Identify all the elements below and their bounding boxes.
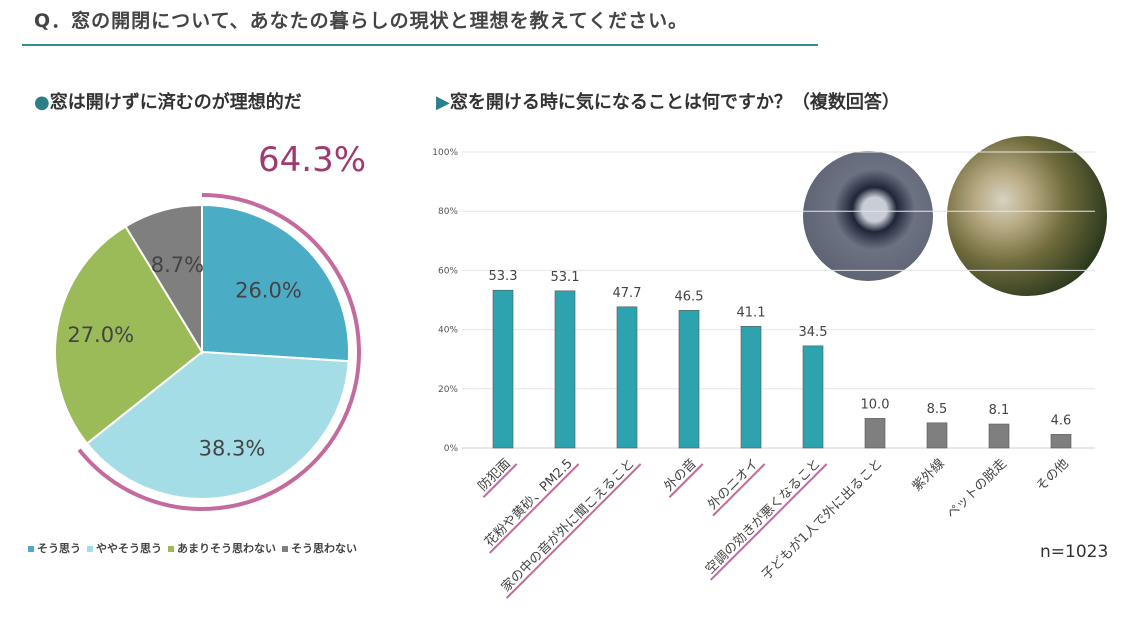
category-label: その他	[1034, 456, 1072, 494]
sample-size: n=1023	[1040, 542, 1109, 562]
category-label: 外のニオイ	[705, 456, 762, 513]
pie-label: 26.0%	[235, 279, 302, 303]
bar	[926, 422, 948, 449]
category-underline	[712, 463, 766, 517]
legend-swatch	[168, 546, 174, 552]
bar	[678, 310, 700, 449]
category-label: 紫外線	[909, 456, 948, 495]
category-underline	[505, 463, 642, 599]
pie-slice	[85, 350, 350, 500]
data-label: 53.1	[551, 270, 580, 285]
category-underline	[709, 463, 828, 581]
highlight-percent: 64.3%	[258, 140, 367, 180]
legend-label: そう思う	[37, 542, 81, 555]
category-label-group: 紫外線	[909, 456, 948, 495]
pie-label: 27.0%	[67, 323, 134, 347]
category-underline	[482, 463, 518, 498]
category-underline	[489, 463, 580, 554]
data-label: 8.5	[927, 402, 948, 417]
category-label-group: 防犯面	[475, 456, 518, 498]
category-label: 家の中の音が外に聞こえること	[498, 456, 638, 596]
category-label-group: 外の音	[661, 456, 704, 498]
category-label-group: その他	[1034, 456, 1072, 494]
bar-title: ▶窓を開ける時に気になることは何ですか？（複数回答）	[436, 88, 900, 114]
bar	[554, 290, 576, 449]
pie-legend: そう思う ややそう思う あまりそう思わない そう思わない	[28, 540, 357, 556]
y-tick-label: 0%	[444, 444, 459, 454]
category-label-group: 子どもが1人で外に出ること	[759, 456, 886, 583]
category-label-group: ペットの脱走	[944, 456, 1010, 522]
bar	[802, 345, 824, 449]
bar	[1050, 434, 1072, 449]
highlight-arc	[77, 193, 361, 511]
bar-title-text: 窓を開ける時に気になることは何ですか？（複数回答）	[449, 92, 900, 113]
category-label-group: 空調の効きが悪くなること	[703, 456, 828, 581]
legend-item: あまりそう思わない	[168, 540, 276, 556]
data-label: 8.1	[989, 403, 1010, 418]
legend-item: ややそう思う	[87, 540, 162, 556]
y-tick-label: 60%	[438, 266, 458, 276]
bar	[864, 418, 886, 449]
category-label: 空調の効きが悪くなること	[703, 456, 824, 577]
pollen-photo	[947, 136, 1107, 296]
data-label: 10.0	[861, 397, 890, 412]
pie-label: 38.3%	[199, 436, 266, 460]
legend-swatch	[87, 546, 93, 552]
legend-swatch	[28, 546, 34, 552]
bar	[740, 326, 762, 449]
legend-label: そう思わない	[291, 542, 357, 555]
title-divider	[22, 44, 818, 46]
y-tick-label: 20%	[438, 385, 458, 395]
category-label: 子どもが1人で外に出ること	[759, 456, 886, 583]
question-title: Q．窓の開閉について、あなたの暮らしの現状と理想を教えてください。	[34, 10, 689, 32]
data-label: 46.5	[675, 289, 704, 304]
y-tick-label: 40%	[438, 326, 458, 336]
pie-title: ●窓は開けずに済むのが理想的だ	[34, 88, 302, 114]
category-label-group: 外のニオイ	[705, 456, 766, 517]
y-tick-label: 100%	[432, 148, 458, 158]
y-tick-label: 80%	[438, 207, 458, 217]
triangle-bullet-icon: ▶	[436, 92, 450, 113]
legend-item: そう思わない	[282, 540, 357, 556]
window-intruder-photo	[803, 151, 933, 281]
legend-swatch	[282, 546, 288, 552]
legend-label: ややそう思う	[96, 542, 162, 555]
data-label: 47.7	[613, 286, 642, 301]
pie-title-text: 窓は開けずに済むのが理想的だ	[49, 92, 302, 113]
category-label: 外の音	[661, 456, 700, 495]
pie-slice	[124, 203, 203, 356]
legend-item: そう思う	[28, 540, 81, 556]
category-label: 防犯面	[475, 456, 514, 495]
legend-label: あまりそう思わない	[177, 542, 276, 555]
bar	[616, 306, 638, 449]
bar	[988, 423, 1010, 449]
data-label: 53.3	[489, 269, 518, 284]
circle-bullet-icon: ●	[34, 92, 50, 113]
pie-label: 8.7%	[151, 253, 204, 277]
pie-slice	[201, 203, 350, 363]
category-underline	[668, 463, 704, 498]
data-label: 41.1	[737, 305, 766, 320]
category-label: ペットの脱走	[944, 456, 1010, 522]
pie-slice	[54, 225, 204, 445]
bar	[492, 289, 514, 449]
data-label: 4.6	[1051, 413, 1072, 428]
data-label: 34.5	[799, 325, 828, 340]
